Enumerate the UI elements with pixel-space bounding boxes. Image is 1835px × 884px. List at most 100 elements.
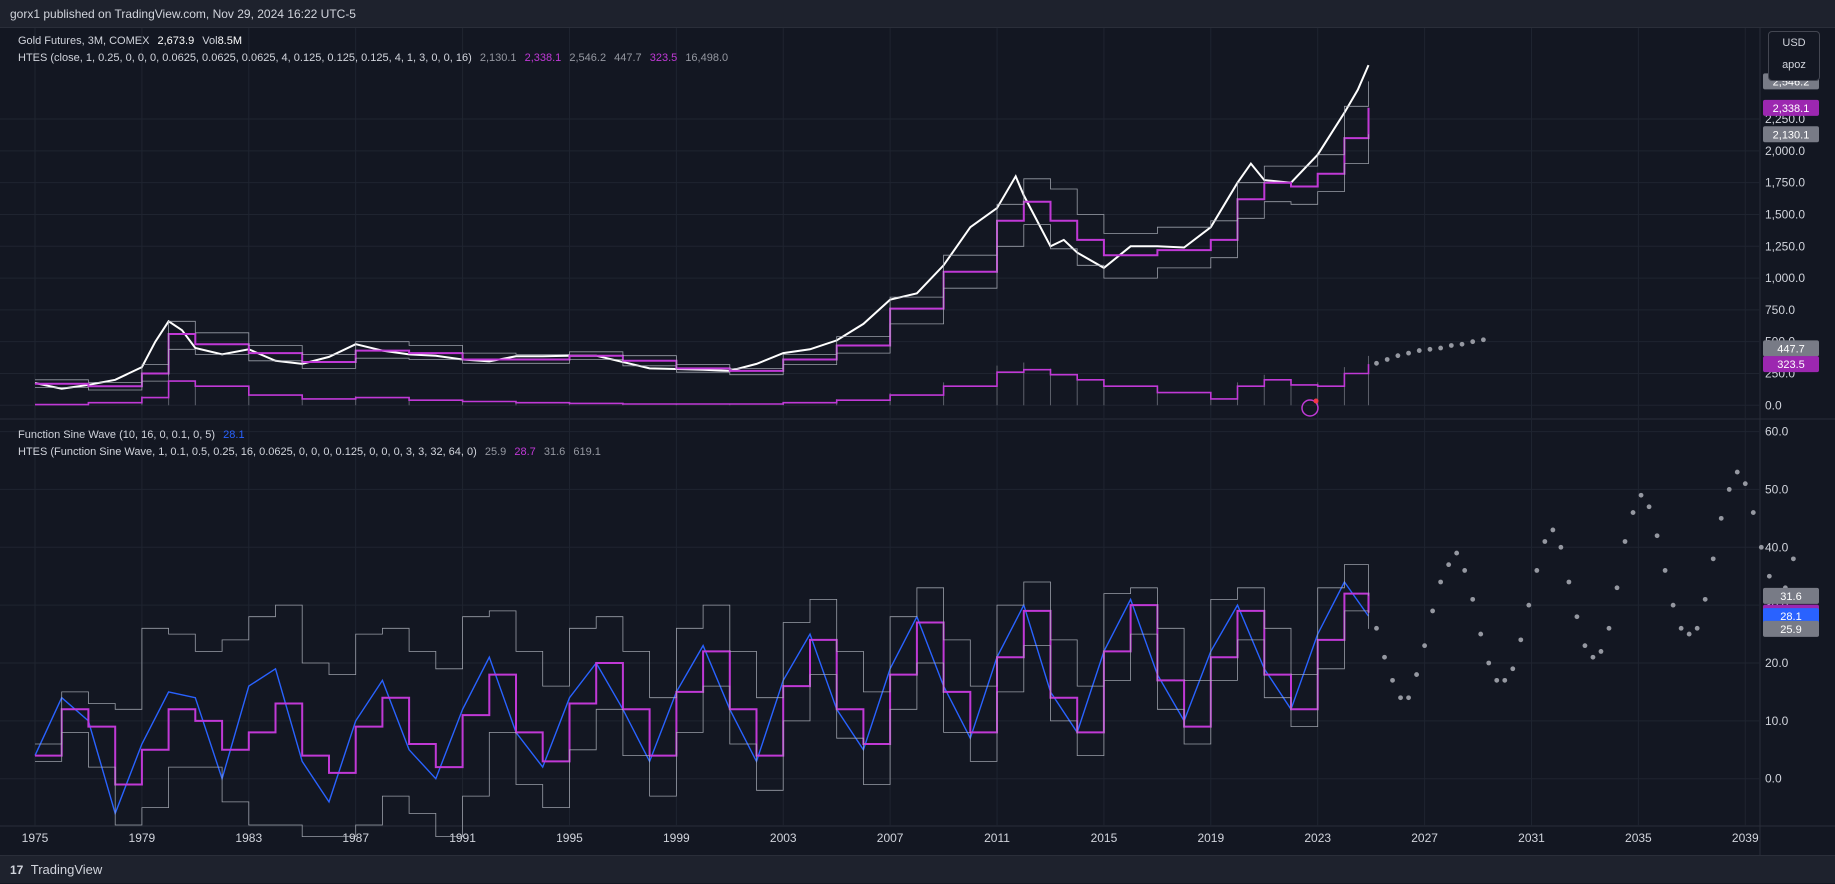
forecast-dot [1395,353,1401,359]
forecast-dot [1374,360,1379,366]
price-label-box [1763,126,1819,143]
x-tick-label: 1975 [22,831,49,845]
forecast-dot [1510,666,1516,672]
symbol-last-price: 2,673.9 [157,35,195,47]
forecast-dot [1790,556,1796,562]
price-label-text: 2,338.1 [1773,103,1810,115]
tradingview-logo-icon: 17 [10,863,24,877]
forecast-dot [1470,596,1476,602]
y-tick-label: 50.0 [1765,482,1789,496]
forecast-dot [1542,539,1548,544]
price-label-text: 323.5 [1777,359,1805,371]
sine-value: 28.1 [223,429,245,441]
price-label-box [1763,587,1819,604]
y-tick-label: 20.0 [1765,656,1789,670]
sine-label: Function Sine Wave (10, 16, 0, 0.1, 0, 5… [18,429,216,441]
forecast-dot [1448,343,1454,348]
forecast-dot [1702,596,1708,602]
y-tick-label: 1,250.0 [1765,239,1805,253]
forecast-dot [1374,625,1379,631]
htes-top-value-3: 2,546.2 [569,52,607,64]
forecast-dot [1686,631,1692,637]
x-tick-label: 2019 [1197,831,1224,845]
forecast-dot [1574,614,1580,620]
htes-legend-bottom[interactable]: HTES (Function Sine Wave, 1, 0.1, 0.5, 0… [18,446,606,458]
x-tick-label: 1979 [129,831,156,845]
forecast-dot [1526,602,1532,608]
htes-lower-band [35,134,1369,391]
forecast-dot [1406,350,1411,356]
forecast-dot [1590,654,1596,660]
price-label-text: 25.9 [1780,624,1801,636]
volume-value: 8.5M [217,35,243,47]
forecast-dot [1766,573,1772,579]
htes-top-value-6: 16,498.0 [685,52,729,64]
forecast-dot [1558,544,1564,550]
htes-bottom-value-4: 619.1 [573,446,601,458]
symbol-name: Gold Futures, 3M, COMEX [18,35,150,47]
y-tick-label: 1,000.0 [1765,271,1805,285]
forecast-dot [1502,677,1508,683]
y-tick-label: 2,000.0 [1765,144,1805,158]
y-tick-label: 1,500.0 [1765,207,1805,221]
x-tick-label: 1983 [235,831,262,845]
forecast-dot [1646,504,1652,510]
price-label-text: 31.6 [1780,591,1801,603]
x-tick-label: 2007 [877,831,904,845]
forecast-dot [1550,527,1556,533]
forecast-dot [1566,579,1572,585]
forecast-dot [1734,469,1740,475]
x-tick-label: 2027 [1411,831,1438,845]
forecast-dot [1678,625,1684,631]
price-label-box [1763,620,1819,637]
volume-label: Vol [202,35,218,47]
event-marker-icon [1301,399,1319,417]
htes-mid-line [35,592,1370,786]
htes-bottom-value-2: 28.7 [514,446,536,458]
htes-upper-band [35,81,1369,383]
forecast-dot [1630,510,1636,515]
forecast-dot [1446,562,1452,568]
unit-label: apoz [1782,59,1806,71]
forecast-dot [1654,533,1660,539]
x-tick-label: 2003 [770,831,797,845]
tradingview-footer: 17 TradingView [0,855,1835,883]
symbol-legend[interactable]: Gold Futures, 3M, COMEX 2,673.9 Vol8.5M [18,35,247,47]
htes-top-value-1: 2,130.1 [479,52,517,64]
htes-bottom-value-1: 25.9 [484,446,507,458]
htes-legend-top[interactable]: HTES (close, 1, 0.25, 0, 0, 0, 0.0625, 0… [18,52,733,64]
forecast-dot [1459,341,1465,347]
htes-top-label: HTES (close, 1, 0.25, 0, 0, 0, 0.0625, 0… [18,52,472,64]
forecast-dot [1427,346,1433,352]
brand-name: TradingView [30,862,103,877]
forecast-dot [1726,487,1732,492]
price-label-box [1763,99,1819,116]
forecast-dot [1638,492,1644,498]
forecast-dot [1422,643,1427,649]
currency-unit-box[interactable]: USD apoz [1768,31,1820,81]
price-label-text: 2,130.1 [1773,129,1810,141]
sine-legend[interactable]: Function Sine Wave (10, 16, 0, 0.1, 0, 5… [18,429,250,441]
htes-volume-line [35,364,1370,406]
price-label-text: 447.7 [1777,343,1805,355]
forecast-dot [1518,637,1524,643]
x-tick-label: 2015 [1091,831,1118,845]
forecast-dot [1582,643,1588,649]
forecast-dot [1606,625,1612,631]
forecast-dot [1382,654,1387,660]
y-tick-label: 1,750.0 [1765,176,1805,190]
x-tick-label: 2039 [1732,831,1759,845]
forecast-dot [1710,556,1716,562]
x-tick-label: 2011 [984,831,1010,845]
forecast-dot [1534,568,1540,573]
forecast-dot [1390,677,1395,683]
forecast-dot [1430,608,1436,614]
forecast-dot [1438,345,1444,351]
forecast-dot [1486,660,1492,666]
forecast-dot [1742,481,1748,487]
x-tick-label: 2023 [1304,831,1331,845]
forecast-dot [1670,602,1676,608]
forecast-dot [1662,568,1668,573]
sine-wave-line [34,580,1370,816]
